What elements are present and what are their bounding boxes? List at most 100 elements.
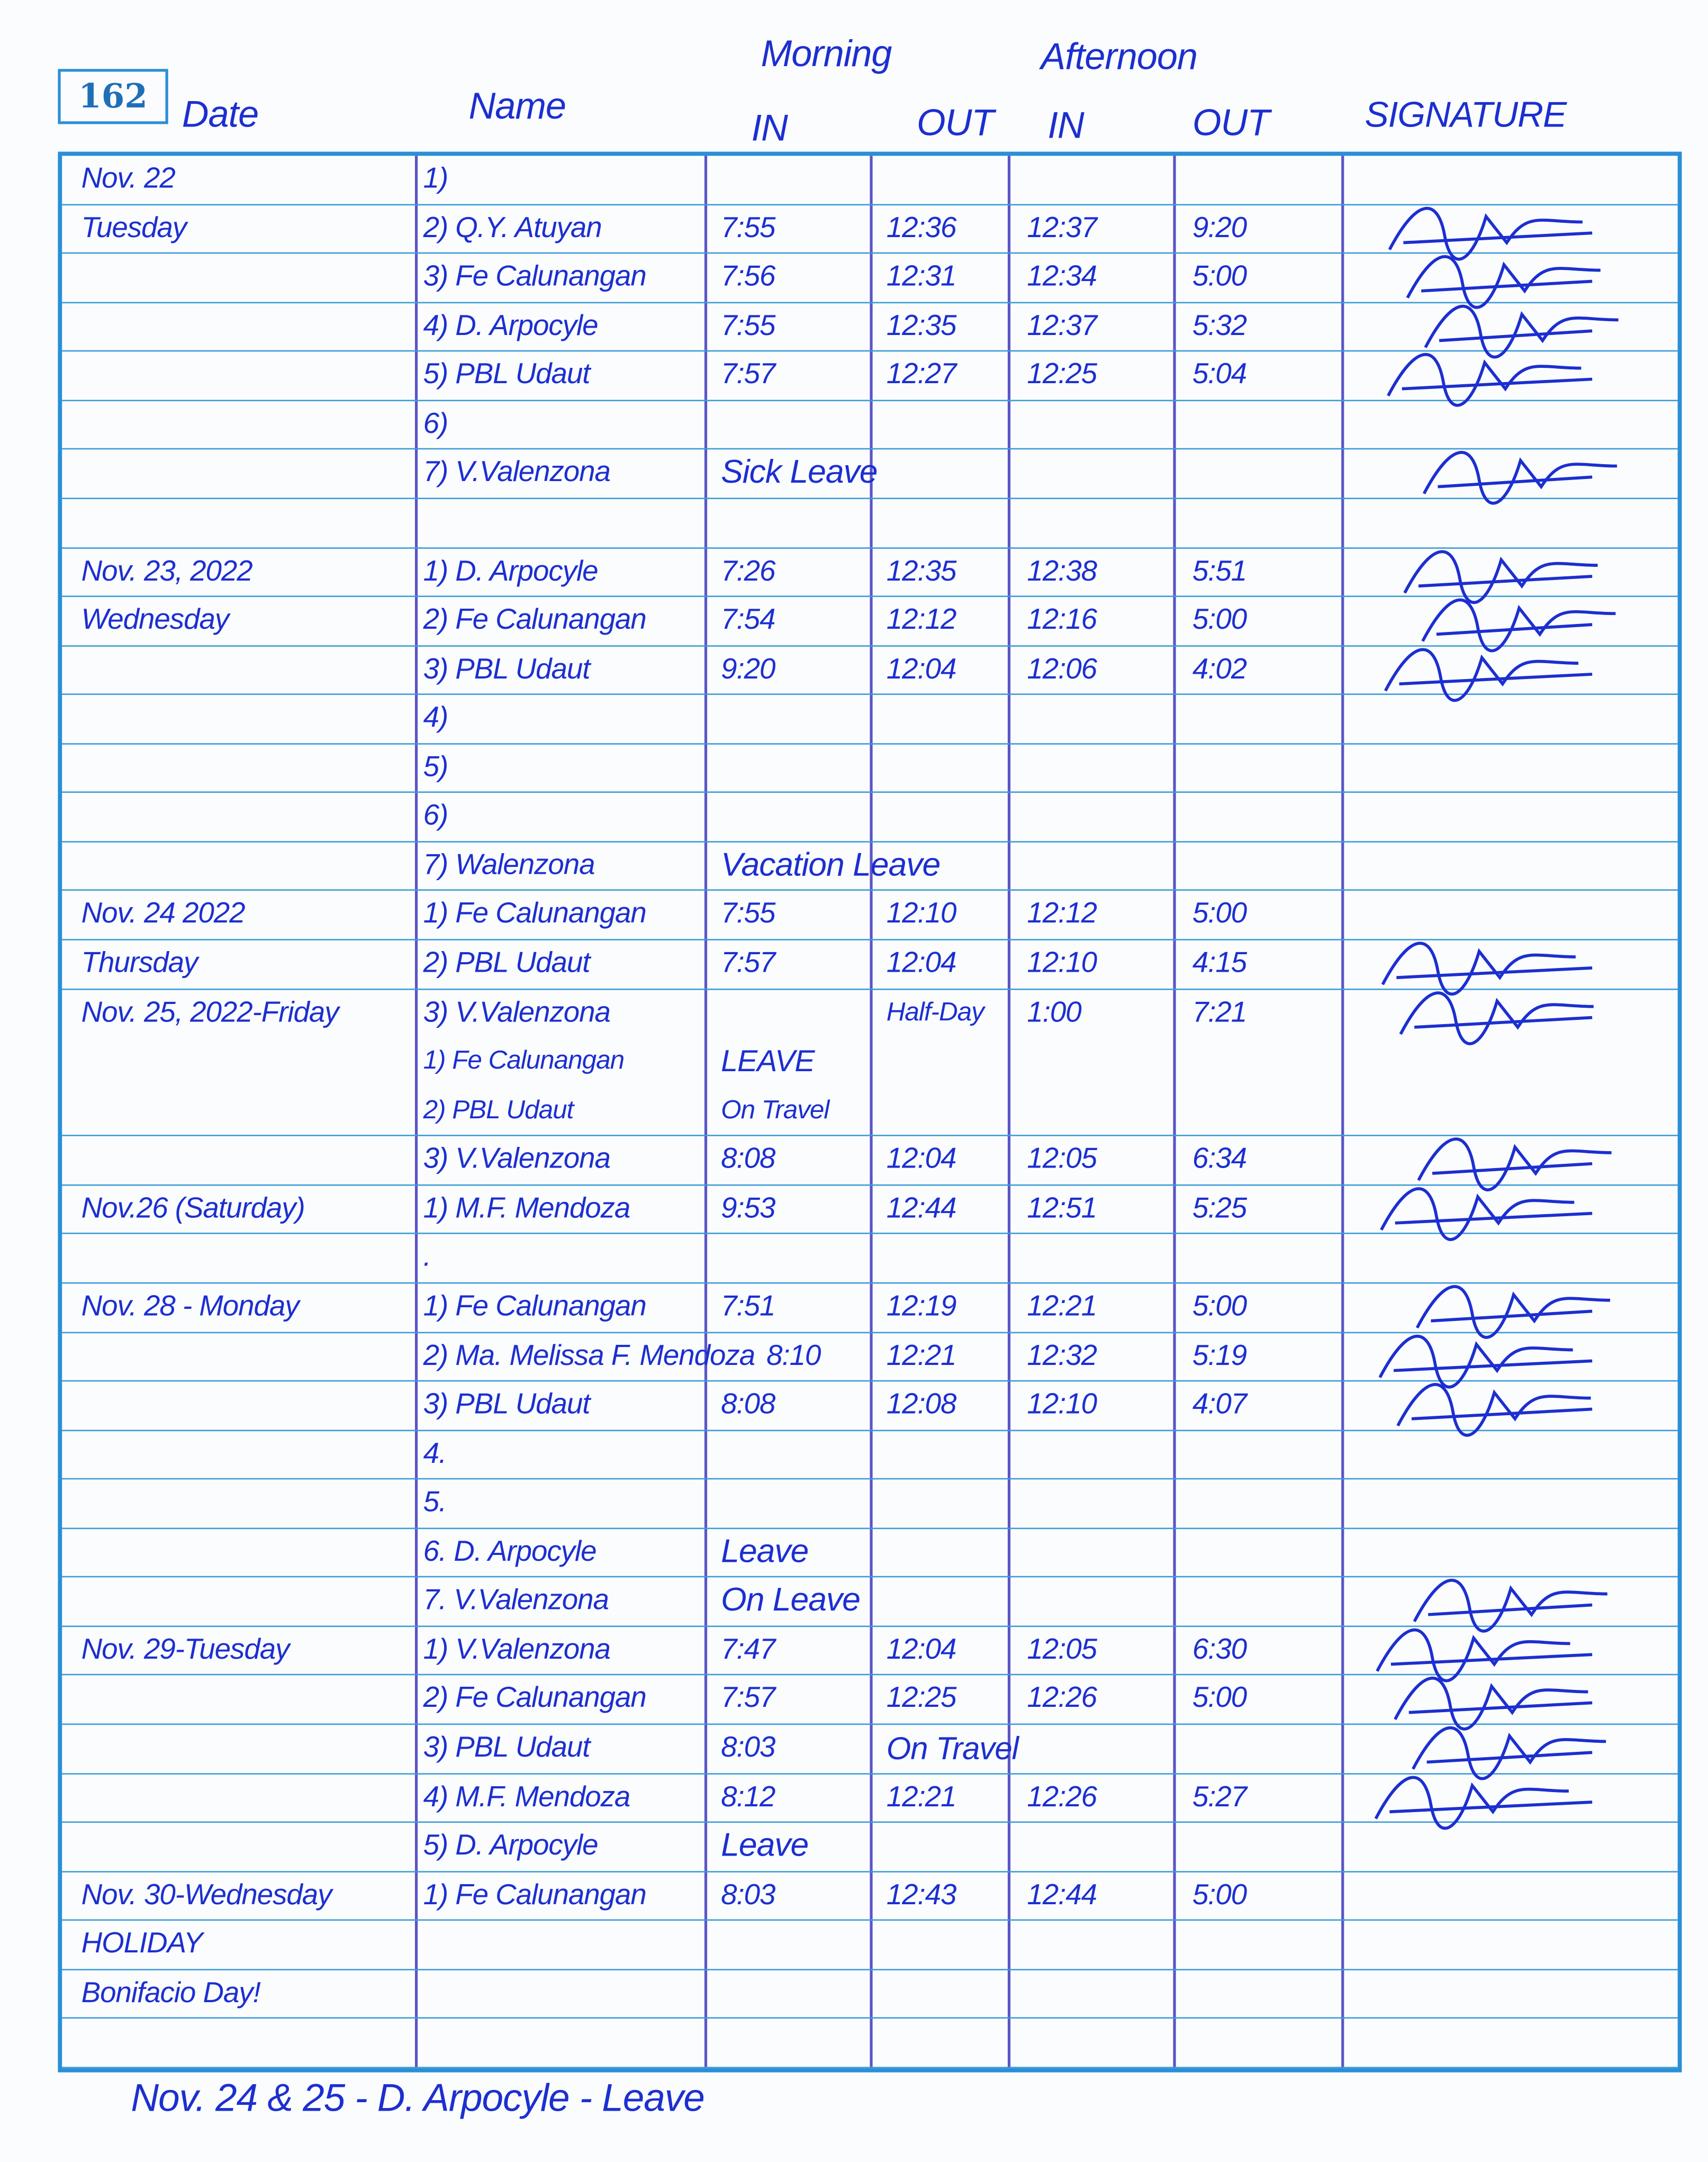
signature-stroke xyxy=(1376,1628,1593,1682)
table-row: 6) xyxy=(62,401,1678,450)
cell-name: 1) Fe Calunangan xyxy=(423,898,647,930)
cell-am-out: 12:35 xyxy=(886,555,957,587)
table-row: Nov. 25, 2022-Friday 3) V.Valenzona 1:00 7:… xyxy=(62,989,1678,1137)
cell-date: Nov. 29-Tuesday xyxy=(81,1633,290,1666)
cell-am-in: 7:55 xyxy=(721,212,775,243)
cell-name: 7. V.Valenzona xyxy=(423,1585,609,1617)
extra-entry-name: 2) PBL Udaut xyxy=(423,1096,574,1125)
cell-am-in: 7:56 xyxy=(721,260,775,293)
table-row: 2) Fe Calunangan 7:57 12:25 12:26 5:00 xyxy=(62,1676,1678,1731)
cell-pm-out: 9:20 xyxy=(1192,212,1247,243)
table-row: 4) xyxy=(62,695,1678,745)
cell-pm-out: 5:00 xyxy=(1192,1682,1247,1715)
cell-pm-in: 12:26 xyxy=(1027,1780,1097,1813)
cell-am-out: 12:21 xyxy=(886,1780,957,1813)
cell-name: 3) Fe Calunangan xyxy=(423,260,647,293)
cell-name: 4) D. Arpocyle xyxy=(423,310,599,342)
cell-pm-in: 12:05 xyxy=(1027,1633,1097,1666)
cell-name: 2) Q.Y. Atuyan xyxy=(423,212,602,243)
table-row: Nov. 28 - Monday 1) Fe Calunangan 7:51 12:1… xyxy=(62,1283,1678,1339)
table-row: 3) V.Valenzona 8:08 12:04 12:05 6:34 xyxy=(62,1136,1678,1192)
signature-stroke xyxy=(1396,1383,1593,1437)
cell-pm-out: 5:00 xyxy=(1192,898,1247,930)
footer-note: Nov. 24 & 25 - D. Arpocyle - Leave xyxy=(131,2076,704,2120)
cell-date: Nov. 28 - Monday xyxy=(81,1290,300,1323)
table-row: 3) PBL Udaut 9:20 12:04 12:06 4:02 xyxy=(62,646,1678,702)
cell-pm-out: 6:30 xyxy=(1192,1633,1247,1666)
cell-name: 2) PBL Udaut xyxy=(423,947,591,979)
cell-name: 6. D. Arpocyle xyxy=(423,1535,597,1568)
cell-pm-out: 5:00 xyxy=(1192,260,1247,293)
table-row: 3) PBL Udaut 8:03 On Travel xyxy=(62,1725,1678,1780)
signature-stroke xyxy=(1415,1285,1611,1339)
cell-pm-out: 5:19 xyxy=(1192,1340,1247,1371)
cell-am-out: 12:04 xyxy=(886,1143,957,1175)
cell-note: On Travel xyxy=(886,1730,1019,1767)
cell-am-out: 12:08 xyxy=(886,1388,957,1421)
cell-pm-out: 5:27 xyxy=(1192,1780,1247,1813)
extra-entry-note: On Travel xyxy=(721,1096,829,1125)
table-row: Nov. 22 1) xyxy=(62,156,1678,205)
signature-stroke xyxy=(1424,304,1619,358)
cell-name: 5) PBL Udaut xyxy=(423,359,591,391)
cell-name: 1) xyxy=(423,162,449,195)
header-date: Date xyxy=(182,94,259,135)
signature-scribble xyxy=(1422,451,1617,505)
table-row: 6) xyxy=(62,793,1678,843)
cell-pm-in: 12:25 xyxy=(1027,359,1097,391)
table-row: 6. D. Arpocyle Leave xyxy=(62,1529,1678,1578)
cell-pm-out: 4:15 xyxy=(1192,947,1247,979)
signature-scribble xyxy=(1394,1677,1593,1731)
cell-name: 4. xyxy=(423,1437,447,1470)
cell-name: 2) Fe Calunangan xyxy=(423,1682,647,1715)
signature-scribble xyxy=(1413,1579,1607,1633)
header-morning: Morning xyxy=(761,33,892,75)
cell-pm-in: 12:38 xyxy=(1027,555,1097,587)
cell-name: 3) PBL Udaut xyxy=(423,653,591,685)
cell-am-out: 12:31 xyxy=(886,260,957,293)
cell-name: 5. xyxy=(423,1486,447,1518)
signature-scribble xyxy=(1424,304,1619,358)
cell-note: Leave xyxy=(721,1533,809,1570)
cell-am-in: 7:26 xyxy=(721,555,775,587)
cell-pm-in: 12:34 xyxy=(1027,260,1097,293)
cell-note: Vacation Leave xyxy=(721,846,941,884)
table-row: Nov. 29-Tuesday 1) V.Valenzona 7:47 12:04 12… xyxy=(62,1627,1678,1682)
cell-name: 1) M.F. Mendoza xyxy=(423,1192,631,1225)
signature-scribble xyxy=(1380,1187,1593,1241)
cell-name: 2) Ma. Melissa F. Mendoza xyxy=(423,1340,756,1371)
table-row: Nov. 30-Wednesday 1) Fe Calunangan 8:03 12:… xyxy=(62,1872,1678,1921)
cell-date: Bonifacio Day! xyxy=(81,1977,261,2009)
table-row: Nov. 24 2022 1) Fe Calunangan 7:55 12:10 12:… xyxy=(62,891,1678,940)
table-row xyxy=(62,2019,1678,2068)
cell-date: Thursday xyxy=(81,947,198,979)
table-row: 5. xyxy=(62,1480,1678,1529)
column-divider xyxy=(414,156,418,2068)
cell-am-out: 12:36 xyxy=(886,212,957,243)
table-row: Thursday 2) PBL Udaut 7:57 12:04 12:10 4:15 xyxy=(62,940,1678,996)
cell-am-out: 12:19 xyxy=(886,1290,957,1323)
cell-pm-out: 5:51 xyxy=(1192,555,1247,587)
column-divider xyxy=(704,156,708,2068)
signature-stroke xyxy=(1406,255,1601,310)
cell-am-out: 12:43 xyxy=(886,1879,957,1911)
signature-stroke xyxy=(1413,1579,1607,1633)
page-number: 162 xyxy=(58,69,168,124)
cell-am-out: 12:21 xyxy=(886,1340,957,1371)
cell-am-out: 12:12 xyxy=(886,604,957,636)
cell-date: Nov.26 (Saturday) xyxy=(81,1192,305,1225)
table-row: Nov. 23, 2022 1) D. Arpocyle 7:26 12:35 12:3… xyxy=(62,548,1678,603)
cell-am-out: 12:10 xyxy=(886,898,957,930)
signature-stroke xyxy=(1374,1775,1593,1830)
cell-pm-in: 12:21 xyxy=(1027,1290,1097,1323)
column-divider xyxy=(1173,156,1176,2068)
header-afternoon: Afternoon xyxy=(1041,35,1198,77)
header-pm-out: OUT xyxy=(1192,102,1270,143)
cell-note: Half-Day xyxy=(886,998,984,1027)
cell-am-in: 8:03 xyxy=(721,1879,775,1911)
signature-stroke xyxy=(1412,1726,1606,1780)
signature-stroke xyxy=(1417,1138,1612,1192)
cell-name: 1) Fe Calunangan xyxy=(423,1879,647,1911)
signature-stroke xyxy=(1380,1187,1593,1241)
cell-note: On Leave xyxy=(721,1582,861,1620)
